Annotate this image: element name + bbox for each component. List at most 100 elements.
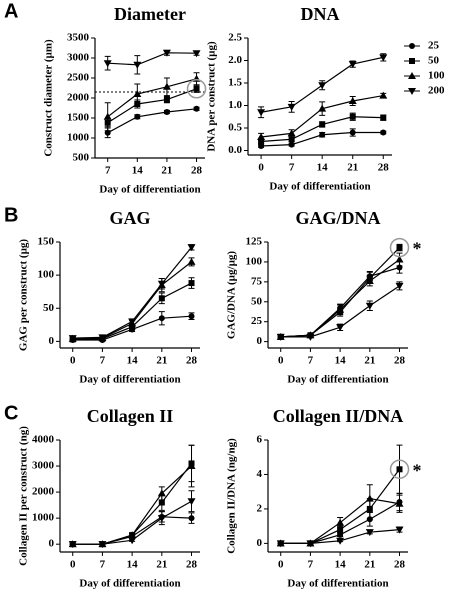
legend-label: 100 <box>428 70 445 82</box>
x-tick-label: 21 <box>161 165 172 177</box>
x-tick-label: 14 <box>127 355 139 367</box>
x-axis-label: Day of differentiation <box>99 184 200 196</box>
data-point <box>349 113 356 120</box>
y-tick-label: 0 <box>49 538 55 550</box>
x-axis-label: Day of differentiation <box>287 578 388 590</box>
data-point <box>188 313 195 320</box>
data-point <box>187 244 196 252</box>
data-point <box>258 138 265 145</box>
data-point <box>379 54 388 62</box>
series-line <box>107 52 197 66</box>
x-axis-label: Day of differentiation <box>79 578 180 590</box>
x-tick-label: 0 <box>70 559 76 571</box>
highlight-circle <box>389 237 410 258</box>
data-point <box>288 141 295 148</box>
data-point <box>134 113 141 120</box>
y-tick-label: 100 <box>38 269 55 281</box>
y-tick-label: 2000 <box>67 92 90 104</box>
series-line <box>107 78 197 118</box>
data-point <box>337 526 344 533</box>
y-tick-label: 1000 <box>32 512 55 524</box>
data-point <box>287 129 296 137</box>
chart-title: Collagen II <box>87 406 174 426</box>
x-axis-label: Day of differentiation <box>79 374 180 386</box>
y-tick-label: 25 <box>251 315 263 327</box>
data-point <box>395 282 404 290</box>
data-point <box>158 295 165 302</box>
data-point <box>128 318 137 326</box>
panel-label: B <box>4 204 18 226</box>
y-tick-label: 1.0 <box>228 99 242 111</box>
data-point <box>103 60 112 68</box>
data-point <box>336 537 345 545</box>
y-tick-label: 2 <box>257 502 263 514</box>
data-point <box>103 112 112 120</box>
data-point <box>380 129 387 136</box>
y-tick-label: 3000 <box>32 460 55 472</box>
y-tick-label: 50 <box>43 302 55 314</box>
data-point <box>192 50 201 58</box>
x-tick-label: 7 <box>308 355 314 367</box>
y-tick-label: 125 <box>246 236 263 248</box>
y-axis-label: Construct diameter (µm) <box>43 39 55 157</box>
data-point <box>157 515 166 523</box>
data-point <box>319 131 326 138</box>
y-tick-label: 6 <box>257 434 263 446</box>
y-tick-label: 0 <box>49 335 55 347</box>
data-point <box>380 114 387 121</box>
highlight-circle <box>389 459 410 480</box>
chart-title: Diameter <box>114 4 186 24</box>
highlight-circle <box>186 79 207 99</box>
data-point <box>395 499 404 507</box>
data-point <box>379 91 388 99</box>
data-point <box>193 105 200 112</box>
data-point <box>163 96 170 103</box>
legend-marker <box>408 88 416 95</box>
data-point <box>348 61 357 69</box>
data-point <box>365 494 374 502</box>
series-line <box>280 247 400 338</box>
x-tick-label: 21 <box>156 559 167 571</box>
y-tick-label: 0 <box>257 335 263 347</box>
chart-title: GAG/DNA <box>296 208 381 228</box>
y-tick-label: 1.5 <box>228 77 242 89</box>
y-axis-label: GAG/DNA (µg/µg) <box>226 251 238 339</box>
legend-label: 50 <box>428 55 440 67</box>
annotation: * <box>413 239 422 259</box>
legend-label: 25 <box>428 40 440 52</box>
panel-label: A <box>4 0 18 22</box>
y-tick-label: 3500 <box>67 32 90 44</box>
data-point <box>133 61 142 69</box>
legend-label: 200 <box>428 85 445 97</box>
legend-marker <box>409 43 415 49</box>
y-tick-label: 500 <box>73 152 90 164</box>
data-point <box>318 82 327 90</box>
y-tick-label: 75 <box>251 275 263 287</box>
data-point <box>68 541 77 549</box>
data-point <box>128 531 137 539</box>
annotation: * <box>413 460 422 480</box>
y-tick-label: 1500 <box>67 112 90 124</box>
y-tick-label: 0.0 <box>228 144 242 156</box>
data-point <box>306 333 315 341</box>
data-point <box>319 121 326 128</box>
y-tick-label: 3000 <box>67 52 90 64</box>
x-tick-label: 21 <box>364 559 375 571</box>
data-point <box>162 82 171 90</box>
x-tick-label: 28 <box>394 355 406 367</box>
data-point <box>336 305 345 313</box>
y-tick-label: 2500 <box>67 72 90 84</box>
data-point <box>257 109 266 117</box>
data-point <box>158 499 165 506</box>
data-point <box>98 541 107 549</box>
series-line <box>107 88 197 124</box>
data-point <box>157 280 166 288</box>
data-point <box>276 540 285 548</box>
data-point <box>318 104 327 112</box>
data-point <box>365 277 374 285</box>
data-point <box>162 49 171 57</box>
x-tick-label: 21 <box>156 355 167 367</box>
data-point <box>257 133 266 140</box>
data-point <box>336 518 345 526</box>
